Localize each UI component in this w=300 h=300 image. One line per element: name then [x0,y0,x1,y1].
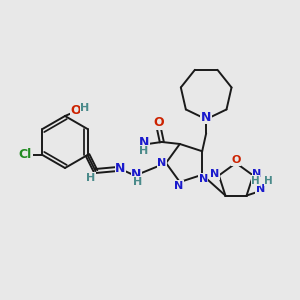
Text: O: O [231,155,241,165]
Text: O: O [154,116,164,130]
Text: N: N [131,167,142,181]
Text: H: H [139,146,148,156]
Text: N: N [139,136,149,149]
Text: N: N [115,161,126,175]
Text: N: N [210,169,220,179]
Text: N: N [253,169,262,179]
Text: N: N [201,111,211,124]
Text: N: N [158,158,166,168]
Text: N: N [174,181,183,191]
Text: Cl: Cl [19,148,32,161]
Text: N: N [256,184,265,194]
Text: H: H [251,176,260,186]
Text: H: H [133,177,142,187]
Text: N: N [199,174,208,184]
Text: O: O [71,103,81,116]
Text: H: H [86,173,95,183]
Text: H: H [80,103,90,113]
Text: H: H [264,176,273,186]
